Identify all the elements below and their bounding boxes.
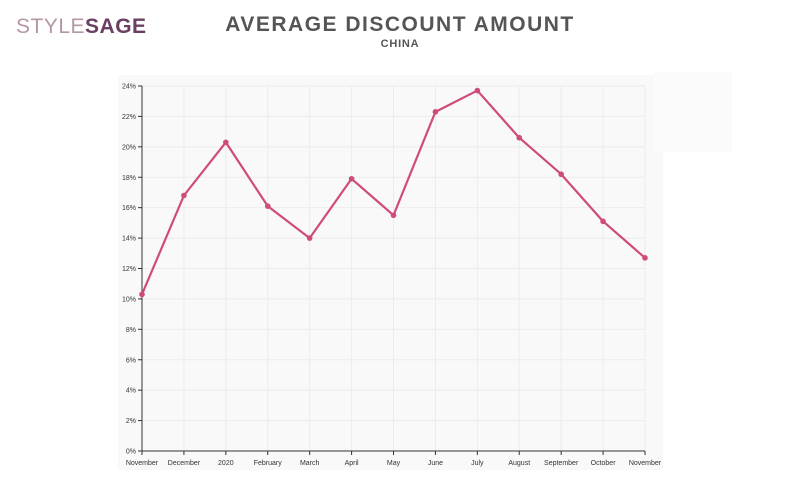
- plot-background: [118, 75, 663, 470]
- data-point[interactable]: [432, 109, 439, 115]
- data-point[interactable]: [642, 255, 648, 261]
- x-tick-label: March: [300, 460, 320, 467]
- chart-subtitle: CHINA: [380, 38, 420, 50]
- data-point[interactable]: [306, 235, 313, 241]
- data-point[interactable]: [264, 203, 271, 209]
- x-tick-label: November: [126, 460, 159, 467]
- y-tick-label: 12%: [122, 266, 136, 273]
- grid-lines: [141, 85, 646, 452]
- x-tick-label: February: [254, 460, 283, 467]
- axes: [138, 85, 646, 455]
- x-tick-label: August: [508, 460, 530, 467]
- data-point[interactable]: [348, 175, 355, 182]
- y-tick-label: 24%: [122, 84, 136, 91]
- y-tick-label: 2%: [126, 418, 136, 425]
- data-point[interactable]: [516, 134, 523, 141]
- y-tick-label: 0%: [126, 449, 136, 456]
- data-point[interactable]: [223, 139, 229, 146]
- data-point[interactable]: [474, 87, 481, 94]
- y-tick-label: 20%: [122, 144, 136, 151]
- x-tick-label: April: [345, 460, 359, 467]
- x-tick-label: 2020: [218, 460, 234, 467]
- y-tick-label: 6%: [126, 357, 136, 364]
- y-tick-label: 8%: [126, 327, 136, 334]
- logo-text-sage: SAGE: [85, 15, 147, 38]
- x-tick-label: September: [544, 460, 579, 467]
- y-tick-label: 22%: [122, 114, 136, 121]
- x-tick-label: June: [428, 460, 443, 467]
- y-tick-labels: 0% 2% 4% 6% 8% 10% 12% 14% 16% 18% 20% 22% 24%: [122, 84, 136, 456]
- stylesage-logo: STYLESAGE: [16, 16, 147, 37]
- data-point[interactable]: [181, 192, 187, 199]
- y-tick-label: 16%: [122, 205, 136, 212]
- x-tick-labels: November December 2020 February March April Ma…: [126, 460, 662, 467]
- data-point[interactable]: [558, 171, 564, 178]
- y-tick-label: 10%: [122, 296, 136, 303]
- x-tick-label: May: [387, 460, 401, 467]
- x-tick-label: July: [471, 460, 484, 467]
- chart-title: AVERAGE DISCOUNT AMOUNT: [225, 13, 575, 36]
- y-tick-label: 18%: [122, 175, 136, 182]
- x-tick-label: October: [591, 460, 617, 467]
- x-tick-label: December: [168, 460, 201, 467]
- logo-text-style: STYLE: [16, 15, 86, 38]
- y-tick-label: 4%: [126, 388, 136, 395]
- data-point[interactable]: [600, 218, 606, 225]
- x-tick-label: November: [629, 460, 662, 467]
- data-point[interactable]: [139, 291, 145, 298]
- series-group: [139, 87, 648, 298]
- y-tick-label: 14%: [122, 236, 136, 243]
- data-point[interactable]: [390, 212, 397, 219]
- legend-area: [654, 72, 732, 152]
